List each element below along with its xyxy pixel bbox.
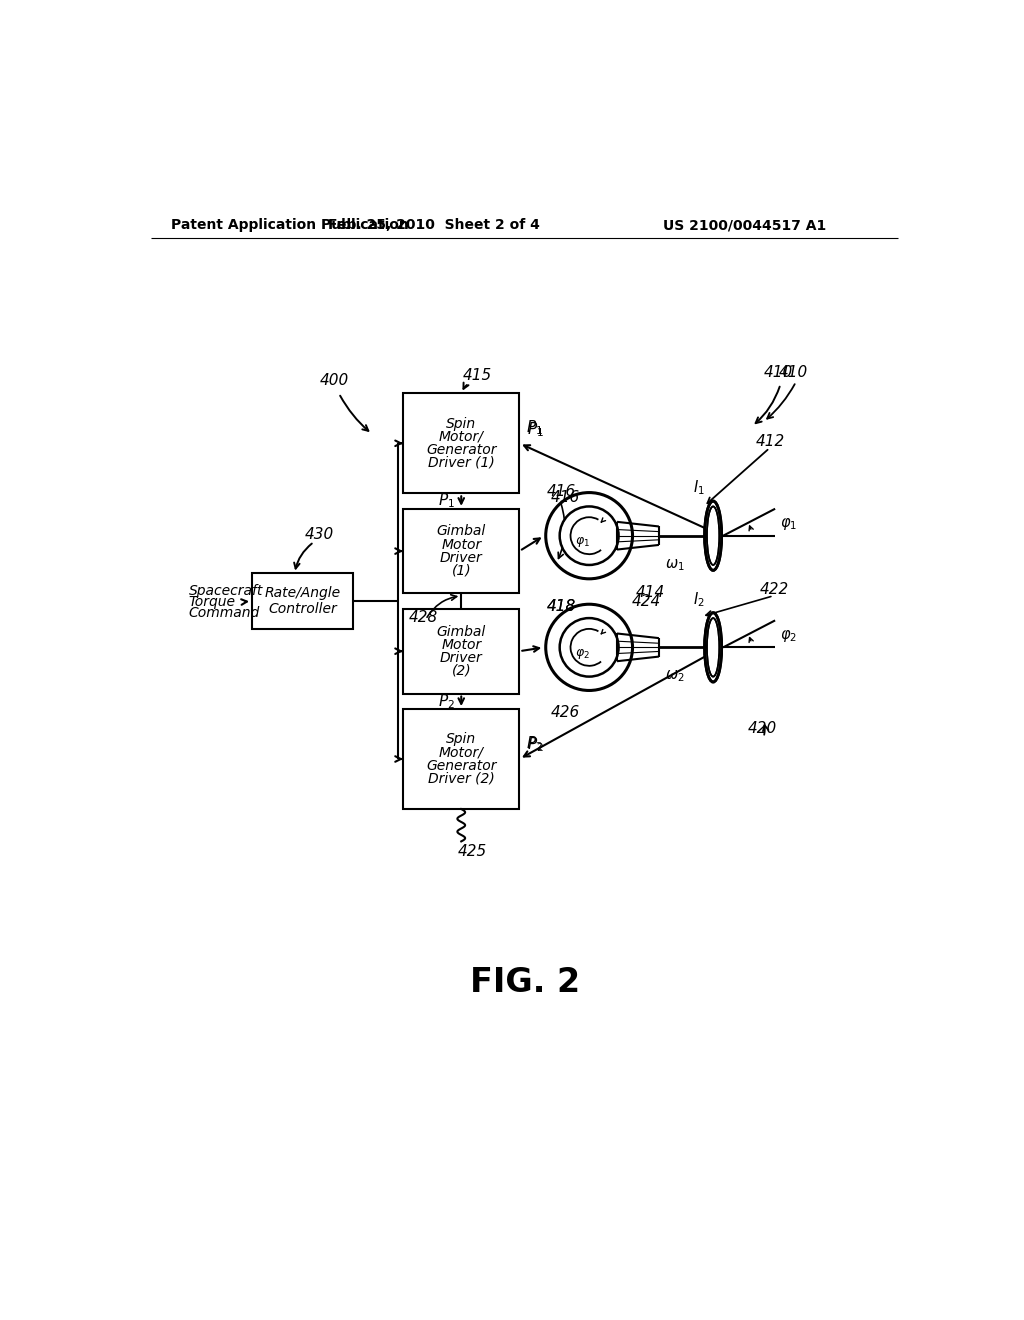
- Polygon shape: [617, 521, 658, 549]
- Text: 422: 422: [760, 582, 788, 597]
- Text: Motor: Motor: [441, 537, 481, 552]
- Text: 415: 415: [463, 368, 493, 383]
- Text: 410: 410: [779, 364, 808, 380]
- Text: $P_1$: $P_1$: [438, 492, 455, 511]
- Text: $P_1$: $P_1$: [525, 418, 543, 437]
- Bar: [403, 508, 519, 594]
- Text: 418: 418: [547, 599, 575, 614]
- Text: Driver: Driver: [440, 550, 482, 565]
- Text: $P_2$: $P_2$: [525, 734, 543, 752]
- Text: Generator: Generator: [426, 442, 497, 457]
- Ellipse shape: [560, 507, 617, 564]
- Text: Driver (1): Driver (1): [428, 455, 495, 470]
- Text: Spacecraft: Spacecraft: [188, 585, 263, 598]
- Text: 426: 426: [550, 705, 580, 721]
- Text: Controller: Controller: [268, 602, 337, 616]
- Text: 416: 416: [550, 490, 580, 504]
- Text: Spin: Spin: [446, 417, 476, 430]
- Text: (1): (1): [452, 564, 471, 578]
- Text: $P_2$: $P_2$: [527, 735, 544, 755]
- Bar: [252, 573, 352, 628]
- Text: Patent Application Publication: Patent Application Publication: [171, 218, 409, 232]
- Text: $\varphi_{2}$: $\varphi_{2}$: [779, 628, 797, 644]
- Text: $\omega_{2}$: $\omega_{2}$: [665, 669, 684, 685]
- Bar: [403, 393, 519, 494]
- Bar: [403, 709, 519, 809]
- Text: Spin: Spin: [446, 733, 476, 746]
- Text: 412: 412: [756, 434, 785, 449]
- Text: 425: 425: [458, 843, 486, 859]
- Text: $\varphi_{1}$: $\varphi_{1}$: [575, 535, 591, 549]
- Polygon shape: [617, 634, 658, 661]
- Text: $\omega_{1}$: $\omega_{1}$: [665, 557, 684, 573]
- Text: 416: 416: [547, 483, 575, 499]
- Text: $P_2$: $P_2$: [438, 692, 455, 710]
- Text: Torque: Torque: [188, 595, 236, 609]
- Text: $I_{1}$: $I_{1}$: [693, 479, 706, 498]
- Text: 420: 420: [748, 721, 777, 735]
- Text: Motor/: Motor/: [439, 430, 483, 444]
- Text: $\varphi_{1}$: $\varphi_{1}$: [779, 516, 797, 532]
- Text: Motor/: Motor/: [439, 746, 483, 759]
- Text: Feb. 25, 2010  Sheet 2 of 4: Feb. 25, 2010 Sheet 2 of 4: [328, 218, 540, 232]
- Text: 418: 418: [547, 599, 575, 614]
- Text: $P_1$: $P_1$: [527, 420, 544, 438]
- Text: Driver: Driver: [440, 651, 482, 665]
- Text: $\varphi_{2}$: $\varphi_{2}$: [575, 647, 591, 660]
- Text: FIG. 2: FIG. 2: [470, 966, 580, 999]
- Ellipse shape: [560, 619, 617, 676]
- Text: 410: 410: [764, 364, 793, 380]
- Text: 424: 424: [632, 594, 662, 610]
- Text: Gimbal: Gimbal: [436, 524, 485, 539]
- Ellipse shape: [705, 502, 721, 570]
- Text: 414: 414: [636, 585, 665, 601]
- Ellipse shape: [705, 612, 721, 681]
- Text: $I_{2}$: $I_{2}$: [693, 590, 706, 609]
- Text: 430: 430: [305, 527, 334, 541]
- Text: 400: 400: [321, 372, 349, 388]
- Text: Command: Command: [188, 606, 260, 619]
- Bar: [403, 609, 519, 693]
- Text: Driver (2): Driver (2): [428, 772, 495, 785]
- Text: 428: 428: [409, 610, 438, 624]
- Text: (2): (2): [452, 664, 471, 678]
- Text: US 2100/0044517 A1: US 2100/0044517 A1: [663, 218, 826, 232]
- Text: Generator: Generator: [426, 759, 497, 772]
- Text: Rate/Angle: Rate/Angle: [264, 586, 340, 601]
- Text: Gimbal: Gimbal: [436, 624, 485, 639]
- Text: Motor: Motor: [441, 638, 481, 652]
